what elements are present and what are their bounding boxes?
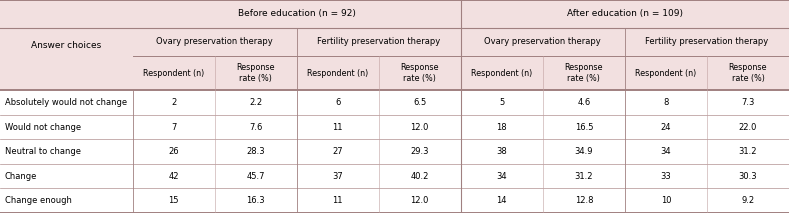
Text: Fertility preservation therapy: Fertility preservation therapy (317, 37, 440, 46)
Text: 40.2: 40.2 (410, 172, 429, 181)
Text: Respondent (n): Respondent (n) (143, 69, 204, 78)
Text: 33: 33 (660, 172, 671, 181)
Text: 8: 8 (664, 98, 668, 107)
Text: Change enough: Change enough (5, 196, 72, 205)
Text: 12.0: 12.0 (410, 196, 429, 205)
Text: 11: 11 (332, 123, 343, 132)
Text: 10: 10 (660, 196, 671, 205)
Text: 11: 11 (332, 196, 343, 205)
Text: 9.2: 9.2 (742, 196, 754, 205)
Bar (0, 115, 789, 140)
Text: Response
rate (%): Response rate (%) (401, 63, 439, 83)
Text: 37: 37 (332, 172, 343, 181)
Bar (0, 0, 789, 28)
Text: Before education (n = 92): Before education (n = 92) (237, 9, 356, 18)
Text: Respondent (n): Respondent (n) (635, 69, 697, 78)
Text: 31.2: 31.2 (739, 147, 757, 156)
Text: 5: 5 (499, 98, 504, 107)
Text: 27: 27 (332, 147, 343, 156)
Text: 12.8: 12.8 (574, 196, 593, 205)
Text: Ovary preservation therapy: Ovary preservation therapy (484, 37, 601, 46)
Text: 12.0: 12.0 (410, 123, 429, 132)
Text: 16.5: 16.5 (574, 123, 593, 132)
Text: 45.7: 45.7 (246, 172, 265, 181)
Text: Answer choices: Answer choices (31, 41, 102, 50)
Text: Response
rate (%): Response rate (%) (237, 63, 275, 83)
Text: 15: 15 (168, 196, 179, 205)
Text: 2: 2 (171, 98, 176, 107)
Text: Response
rate (%): Response rate (%) (729, 63, 767, 83)
Bar (0, 140, 789, 164)
Text: 18: 18 (496, 123, 507, 132)
Text: Respondent (n): Respondent (n) (307, 69, 368, 78)
Text: Response
rate (%): Response rate (%) (565, 63, 603, 83)
Text: 29.3: 29.3 (410, 147, 429, 156)
Text: Neutral to change: Neutral to change (5, 147, 80, 156)
Text: Absolutely would not change: Absolutely would not change (5, 98, 127, 107)
Text: Change: Change (5, 172, 37, 181)
Text: 7: 7 (171, 123, 176, 132)
Text: 4.6: 4.6 (578, 98, 590, 107)
Text: Ovary preservation therapy: Ovary preservation therapy (156, 37, 273, 46)
Text: Fertility preservation therapy: Fertility preservation therapy (645, 37, 768, 46)
Bar (0, 189, 789, 213)
Text: After education (n = 109): After education (n = 109) (567, 9, 683, 18)
Text: 26: 26 (168, 147, 179, 156)
Text: 2.2: 2.2 (249, 98, 262, 107)
Text: 24: 24 (660, 123, 671, 132)
Text: 34: 34 (496, 172, 507, 181)
Text: Respondent (n): Respondent (n) (471, 69, 533, 78)
Text: 22.0: 22.0 (739, 123, 757, 132)
Text: 31.2: 31.2 (574, 172, 593, 181)
Bar (0, 164, 789, 189)
Bar (0, 56, 789, 91)
Text: 28.3: 28.3 (246, 147, 265, 156)
Text: 34: 34 (660, 147, 671, 156)
Text: 7.3: 7.3 (742, 98, 754, 107)
Text: Would not change: Would not change (5, 123, 80, 132)
Bar (0, 91, 789, 115)
Text: 14: 14 (496, 196, 507, 205)
Text: 6: 6 (335, 98, 340, 107)
Text: 34.9: 34.9 (574, 147, 593, 156)
Text: 6.5: 6.5 (413, 98, 426, 107)
Text: 42: 42 (168, 172, 179, 181)
Text: 16.3: 16.3 (246, 196, 265, 205)
Text: 38: 38 (496, 147, 507, 156)
Text: 7.6: 7.6 (249, 123, 262, 132)
Bar (0, 28, 789, 56)
Text: 30.3: 30.3 (739, 172, 757, 181)
